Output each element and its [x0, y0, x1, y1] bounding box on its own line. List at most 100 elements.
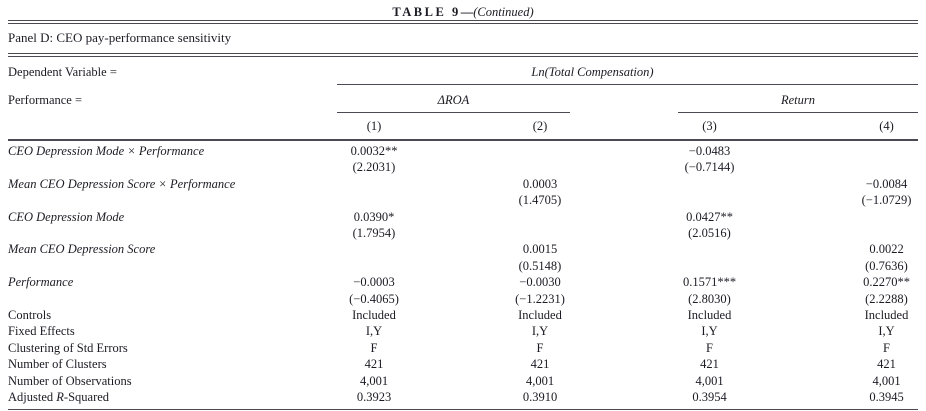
- data-cell: [456, 209, 624, 225]
- data-cell: (2.0516): [688, 226, 731, 241]
- row-label-part: -Squared: [63, 390, 110, 405]
- table-title: TABLE 9—(Continued): [8, 4, 918, 20]
- data-cell: −0.0030: [519, 275, 561, 290]
- table-number: TABLE 9: [392, 5, 461, 19]
- row-label: CEO Depression Mode × Performance: [8, 144, 205, 158]
- data-cell: [795, 159, 918, 175]
- row-label: Number of Clusters: [8, 357, 107, 372]
- column-numbers-row: (1) (2) (3) (4): [8, 113, 918, 139]
- data-cell: [624, 258, 795, 274]
- data-cell: 4,001: [525, 373, 555, 388]
- table-row: CEO Depression Mode × Performance 0.0032…: [8, 143, 918, 159]
- panel-title: Panel D: CEO pay-performance sensitivity: [8, 30, 232, 45]
- data-cell: 421: [700, 357, 719, 372]
- data-cell: (2.8030): [688, 291, 731, 306]
- data-cell: I,Y: [365, 324, 383, 339]
- group-return-spanner: Return: [624, 93, 918, 113]
- data-cell: (0.7636): [865, 258, 908, 273]
- data-cell: [337, 241, 456, 257]
- data-cell: [456, 225, 624, 241]
- column-number-1: (1): [366, 119, 382, 133]
- data-cell: I,Y: [878, 324, 895, 339]
- data-cell: F: [706, 340, 713, 355]
- data-cell: 0.1571***: [682, 275, 737, 290]
- row-label-part-italic-r: R: [56, 390, 64, 405]
- top-double-rule: [8, 20, 918, 24]
- table-row: (−0.4065) (−1.2231) (2.8030) (2.2288): [8, 291, 918, 307]
- table-row: Clustering of Std Errors F F F F: [8, 340, 918, 356]
- data-cell: (−1.0729): [861, 193, 912, 208]
- data-cell: (−0.7144): [684, 160, 735, 175]
- row-label: [8, 159, 337, 175]
- dependent-variable-row: Dependent Variable = Ln(Total Compensati…: [8, 57, 918, 85]
- data-cell: Included: [518, 308, 562, 323]
- data-cell: (1.7954): [352, 226, 396, 241]
- data-cell: 421: [877, 357, 896, 372]
- data-cell: (0.5148): [518, 258, 562, 273]
- table-row: Mean CEO Depression Score × Performance …: [8, 176, 918, 192]
- table-body: CEO Depression Mode × Performance 0.0032…: [8, 143, 918, 406]
- data-cell: F: [370, 340, 378, 355]
- table-row: (2.2031) (−0.7144): [8, 159, 918, 175]
- data-cell: 0.0022: [869, 242, 904, 257]
- data-cell: (−0.4065): [349, 291, 399, 306]
- data-cell: 421: [530, 357, 550, 372]
- dependent-variable-label: Dependent Variable =: [8, 65, 117, 79]
- table-row: (1.4705) (−1.0729): [8, 192, 918, 208]
- dependent-variable-spanner: Ln(Total Compensation): [337, 65, 918, 85]
- row-label: Performance: [8, 275, 74, 290]
- data-cell: [795, 209, 918, 225]
- data-cell: 0.0003: [522, 176, 558, 191]
- table-row: CEO Depression Mode 0.0390* 0.0427**: [8, 209, 918, 225]
- data-cell: (1.4705): [518, 193, 562, 208]
- table-row: Fixed Effects I,Y I,Y I,Y I,Y: [8, 323, 918, 339]
- bottom-double-rule: [8, 408, 918, 411]
- dependent-variable-value: Ln(Total Compensation): [531, 65, 654, 79]
- data-cell: Included: [352, 308, 396, 323]
- data-cell: Included: [687, 308, 732, 323]
- data-cell: (2.2031): [352, 160, 396, 175]
- row-label: Adjusted R-Squared: [8, 389, 337, 405]
- data-cell: Included: [864, 308, 909, 323]
- row-label: Controls: [8, 308, 52, 323]
- group-droa-spanner: ΔROA: [337, 93, 624, 113]
- data-cell: [624, 176, 795, 192]
- table-row: (0.5148) (0.7636): [8, 258, 918, 274]
- data-cell: I,Y: [531, 324, 549, 339]
- data-cell: 421: [364, 357, 384, 372]
- data-cell: 0.3945: [869, 390, 904, 405]
- column-number-4: (4): [879, 119, 894, 133]
- data-cell: (−1.2231): [515, 291, 565, 306]
- row-label: [8, 258, 337, 274]
- row-label: Mean CEO Depression Score: [8, 242, 156, 257]
- data-cell: 0.0015: [522, 242, 558, 257]
- data-cell: −0.0483: [688, 144, 731, 158]
- table-row: Controls Included Included Included Incl…: [8, 307, 918, 323]
- column-numbers-spacer: [8, 119, 337, 134]
- data-cell: [795, 143, 918, 159]
- row-label: Fixed Effects: [8, 324, 75, 339]
- row-label: Clustering of Std Errors: [8, 340, 128, 355]
- row-label: Number of Observations: [8, 373, 132, 388]
- row-label: [8, 192, 337, 208]
- data-cell: 4,001: [695, 373, 724, 388]
- data-cell: [624, 192, 795, 208]
- table-row: Performance −0.0003 −0.0030 0.1571*** 0.…: [8, 274, 918, 290]
- data-cell: I,Y: [701, 324, 718, 339]
- table-row: Adjusted R-Squared 0.3923 0.3910 0.3954 …: [8, 389, 918, 405]
- data-cell: −0.0003: [353, 275, 395, 290]
- data-cell: F: [883, 340, 890, 355]
- column-number-2: (2): [532, 119, 548, 133]
- data-cell: 0.0032**: [350, 144, 398, 158]
- row-label: [8, 225, 337, 241]
- header-bottom-rule: [8, 139, 918, 141]
- data-cell: 0.3923: [356, 390, 392, 405]
- performance-row: Performance = ΔROA Return: [8, 85, 918, 113]
- row-label: Mean CEO Depression Score × Performance: [8, 176, 236, 191]
- table-row: (1.7954) (2.0516): [8, 225, 918, 241]
- table-row: Mean CEO Depression Score 0.0015 0.0022: [8, 241, 918, 257]
- data-cell: 0.0427**: [686, 209, 733, 224]
- data-cell: [456, 159, 624, 175]
- data-cell: (2.2288): [865, 291, 908, 306]
